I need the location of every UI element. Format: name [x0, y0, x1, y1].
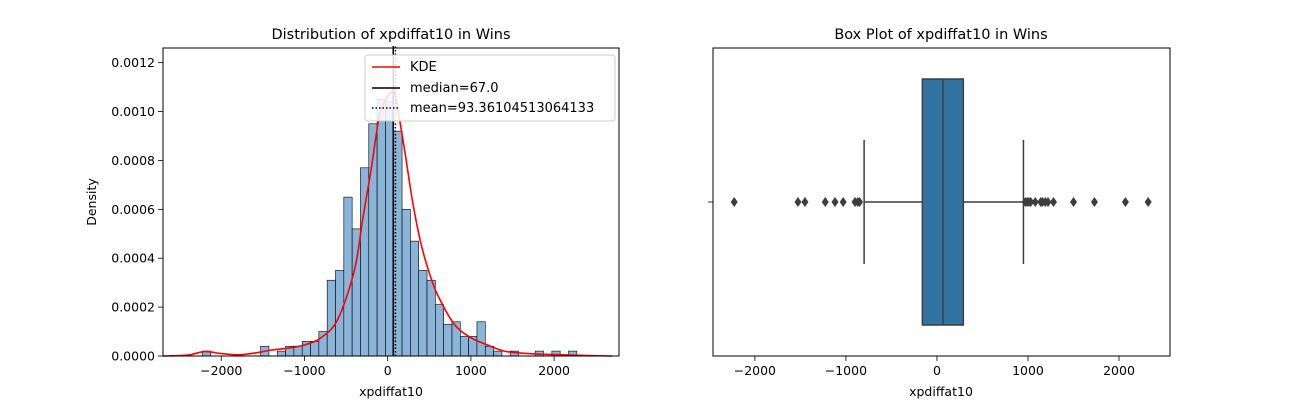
boxplot-outliers	[730, 197, 1152, 207]
histogram-bar	[426, 279, 436, 357]
outlier-point	[1121, 197, 1129, 207]
histogram-bar	[343, 196, 353, 357]
x-tick-label: 2000	[1103, 363, 1135, 378]
histogram-bar	[310, 341, 320, 357]
boxplot-panel: Box Plot of xpdiffat10 in Wins −2000 −100…	[708, 27, 1171, 399]
x-tick-label: 0	[384, 363, 392, 378]
histogram-bar	[276, 350, 286, 357]
histogram-bar	[318, 331, 328, 357]
outlier-point	[831, 197, 839, 207]
legend-box	[364, 54, 616, 122]
histogram-panel: Distribution of xpdiffat10 in Wins −2000…	[84, 27, 620, 399]
x-tick-label: −2000	[200, 363, 242, 378]
outlier-point	[1144, 197, 1152, 207]
x-tick-label: 2000	[538, 363, 570, 378]
y-tick-label: 0.0006	[111, 202, 155, 217]
histogram-bar	[443, 323, 453, 357]
y-tick-label: 0.0004	[111, 251, 155, 266]
outlier-point	[821, 197, 829, 207]
x-tick-label: −1000	[283, 363, 325, 378]
histogram-x-ticks: −2000 −1000 0 1000 2000	[200, 356, 570, 378]
histogram-title: Distribution of xpdiffat10 in Wins	[271, 27, 510, 43]
histogram-bar	[401, 209, 411, 357]
y-tick-label: 0.0008	[111, 153, 155, 168]
legend-median-label: median=67.0	[410, 81, 499, 96]
outlier-point	[1049, 197, 1057, 207]
y-tick-label: 0.0010	[111, 104, 155, 119]
y-tick-label: 0.0002	[111, 300, 155, 315]
histogram-bar	[360, 167, 370, 357]
boxplot-x-ticks: −2000 −1000 0 1000 2000	[734, 356, 1135, 378]
x-tick-label: 1000	[455, 363, 487, 378]
histogram-y-ticks: 0.0000 0.0002 0.0004 0.0006 0.0008 0.0010 0.00…	[111, 55, 163, 364]
histogram-bar	[435, 304, 444, 357]
y-tick-label: 0.0000	[111, 349, 155, 364]
histogram-bars	[202, 99, 578, 357]
boxplot-x-label: xpdiffat10	[909, 384, 973, 399]
histogram-bar	[335, 270, 345, 357]
outlier-point	[1070, 197, 1078, 207]
histogram-bar	[476, 321, 486, 357]
outlier-point	[1044, 197, 1052, 207]
histogram-y-label: Density	[84, 178, 99, 226]
legend-mean-label: mean=93.36104513064133	[410, 101, 594, 116]
histogram-bar	[460, 336, 469, 357]
boxplot-title: Box Plot of xpdiffat10 in Wins	[834, 27, 1047, 43]
histogram-bar	[418, 270, 428, 357]
histogram-bar	[326, 279, 336, 357]
outlier-point	[1031, 197, 1039, 207]
histogram-axes-frame	[162, 47, 620, 357]
y-tick-label: 0.0012	[111, 55, 155, 70]
outlier-point	[856, 197, 864, 207]
x-tick-label: 0	[933, 363, 941, 378]
outlier-point	[794, 197, 802, 207]
outlier-point	[730, 197, 738, 207]
legend-kde-label: KDE	[410, 60, 437, 75]
outlier-point	[801, 197, 809, 207]
histogram-x-label: xpdiffat10	[359, 384, 423, 399]
histogram-legend: KDE median=67.0 mean=93.36104513064133	[364, 54, 616, 122]
boxplot-body	[863, 78, 1025, 326]
histogram-bar	[493, 350, 503, 357]
histogram-bar	[376, 99, 386, 357]
outlier-point	[1090, 197, 1098, 207]
outlier-point	[839, 197, 847, 207]
outlier-point	[1027, 197, 1035, 207]
x-tick-label: −1000	[825, 363, 867, 378]
x-tick-label: 1000	[1012, 363, 1044, 378]
histogram-bar	[410, 240, 420, 357]
x-tick-label: −2000	[734, 363, 776, 378]
